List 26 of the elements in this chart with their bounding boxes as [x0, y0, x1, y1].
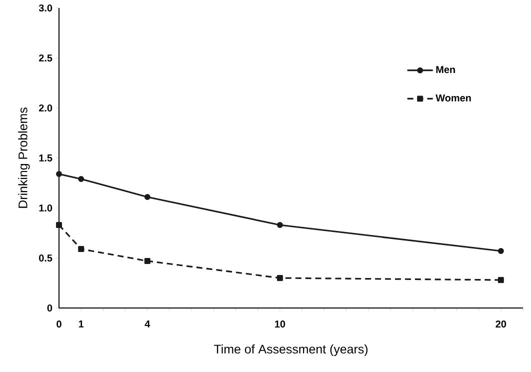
point	[78, 176, 84, 182]
x-axis-title: Time of Assessment (years)	[214, 344, 368, 356]
x-tick-label: 4	[144, 320, 150, 328]
point	[56, 171, 62, 177]
point	[498, 277, 504, 283]
point	[78, 246, 84, 252]
x-tick-label: 20	[496, 320, 506, 328]
point	[276, 222, 283, 228]
y-tick-label: 2.0	[38, 104, 52, 112]
legend-label: Women	[436, 94, 471, 102]
y-axis-title: Drinking Problems	[18, 108, 30, 208]
legend-label: Men	[436, 66, 455, 74]
y-tick-label: 2.5	[38, 54, 52, 62]
point	[498, 248, 504, 254]
y-tick-label: 0	[47, 304, 52, 312]
x-tick-label: 1	[78, 320, 84, 328]
y-tick-label: 1.0	[39, 204, 52, 212]
point	[144, 258, 150, 264]
y-tick-label: 3.0	[38, 4, 52, 12]
x-tick-label: 10	[275, 320, 286, 328]
y-tick-label: 0.5	[39, 254, 52, 262]
point	[56, 222, 62, 228]
y-tick-label: 1.5	[39, 154, 52, 162]
point	[144, 194, 150, 200]
x-tick-label: 0	[56, 320, 62, 328]
point	[276, 275, 283, 281]
